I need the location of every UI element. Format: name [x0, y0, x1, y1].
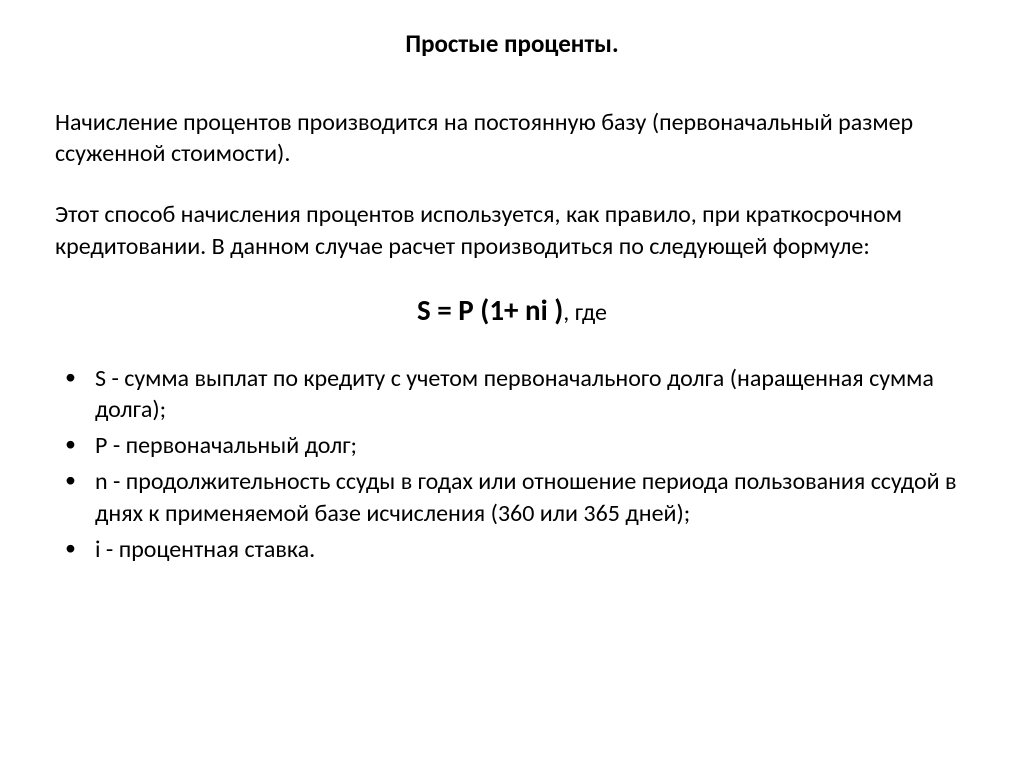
- list-item: S - сумма выплат по кредиту с учетом пер…: [65, 363, 969, 425]
- formula-expression: S = P (1+ ni ): [417, 292, 563, 328]
- formula-line: S = P (1+ ni ), где: [55, 292, 969, 328]
- list-item: i - процентная ставка.: [65, 534, 969, 565]
- definition-list: S - сумма выплат по кредиту с учетом пер…: [55, 363, 969, 565]
- list-item: n - продолжительность ссуды в годах или …: [65, 466, 969, 528]
- list-item: P - первоначальный долг;: [65, 430, 969, 461]
- formula-suffix: , где: [563, 298, 607, 327]
- intro-paragraph-1: Начисление процентов производится на пос…: [55, 107, 969, 169]
- intro-paragraph-2: Этот способ начисления процентов использ…: [55, 199, 969, 261]
- page-title: Простые проценты.: [55, 28, 969, 59]
